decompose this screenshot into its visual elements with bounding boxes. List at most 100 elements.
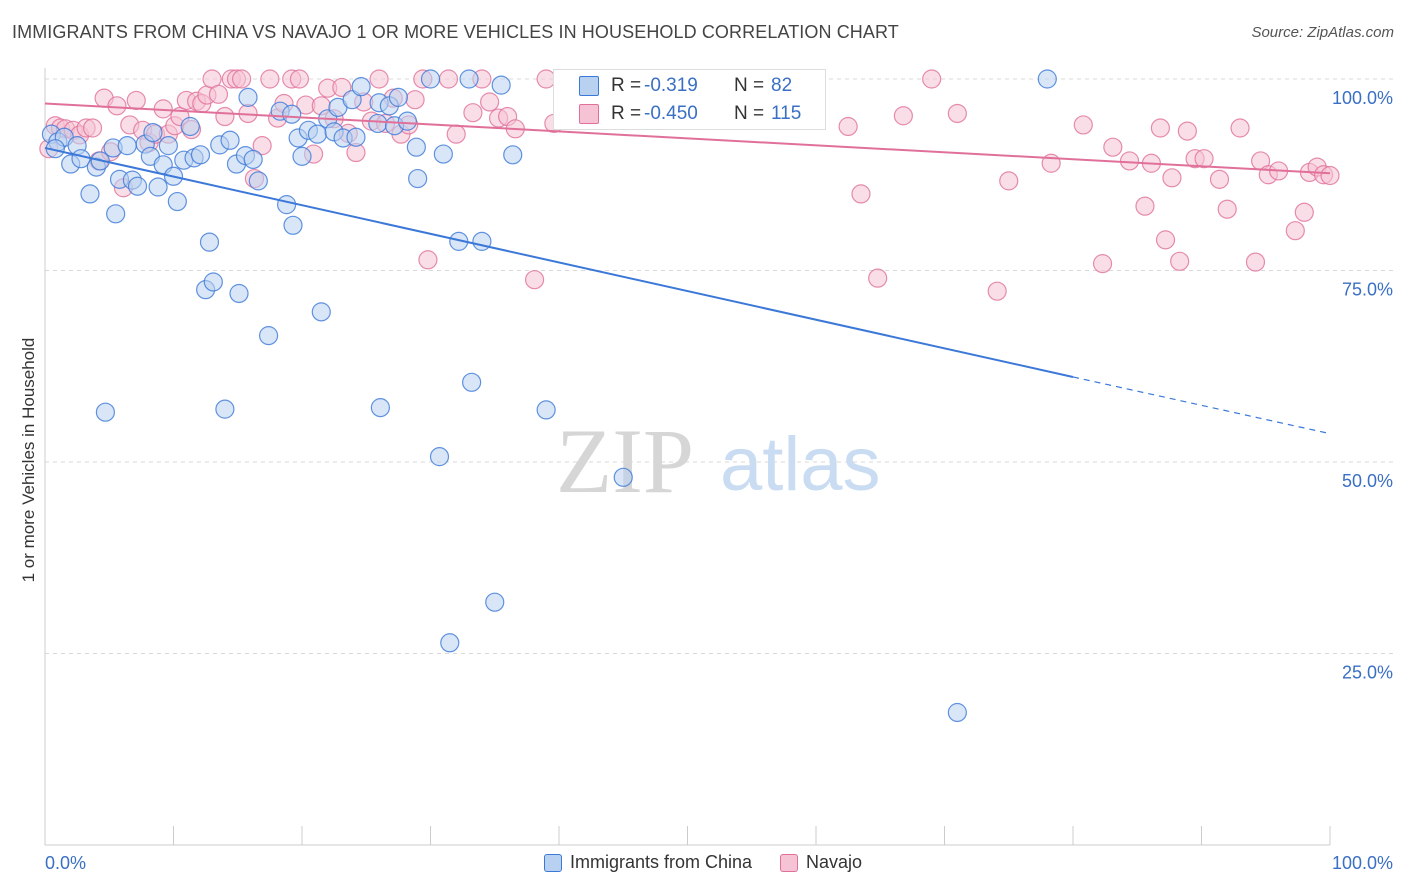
navajo-point-58 [418,250,438,270]
navajo-point-96 [1103,137,1123,157]
watermark-atlas: atlas [720,422,881,507]
china-point-74 [485,592,505,612]
china-point-23 [167,191,187,212]
china-point-75 [491,75,511,95]
navajo-point-98 [1135,196,1155,216]
navajo-point-46 [332,77,352,98]
china-point-72 [462,372,482,392]
china-point-15 [127,176,148,196]
navajo-point-107 [1209,169,1230,189]
china-point-48 [307,124,328,144]
china-point-18 [143,123,163,143]
china-stat-swatch [579,76,599,96]
china-point-33 [220,130,240,150]
china-point-54 [342,90,362,110]
navajo-point-85 [838,116,858,137]
navajo-stats-row: R = -0.450 N = 115 [554,100,825,128]
china-point-80 [1037,69,1057,89]
navajo-point-59 [438,69,459,89]
legend-label-navajo: Navajo [806,852,863,872]
navajo-point-94 [1073,115,1093,135]
watermark-zip: ZIP [556,410,694,512]
legend-item-navajo[interactable]: Navajo [780,852,862,873]
china-point-78 [613,467,633,487]
china-point-11 [106,204,126,224]
navajo-point-86 [851,184,871,204]
navajo-point-11 [107,96,127,116]
chart-title: IMMIGRANTS FROM CHINA VS NAVAJO 1 OR MOR… [12,22,899,42]
china-point-39 [248,171,268,191]
axes [44,68,1331,846]
china-point-32 [215,399,235,419]
china-point-66 [420,69,441,89]
china-point-64 [406,137,426,157]
navajo-point-29 [215,106,235,127]
china-point-40 [258,326,279,346]
tick-labels: 25.0% 50.0% 75.0% 100.0% 0.0% 100.0% [45,88,1393,873]
china-point-71 [459,69,479,89]
source-note: Source: ZipAtlas.com [1251,24,1394,41]
stats-legend-box: R = -0.319 N = 82 R = -0.450 N = 115 [553,69,826,130]
china-n-value: 82 [771,75,793,96]
navajo-r-label: R = [611,103,642,124]
china-point-68 [433,144,453,164]
china-point-43 [282,104,302,124]
china-point-49 [311,302,331,322]
y-tick-label-2: 75.0% [1342,280,1393,300]
navajo-point-35 [252,136,272,156]
china-point-6 [80,184,100,204]
china-point-44 [283,215,303,235]
navajo-point-108 [1217,199,1237,219]
china-point-29 [199,232,220,252]
legend-swatch-china [543,853,562,872]
y-tick-label-3: 100.0% [1332,88,1393,108]
navajo-point-60 [446,124,466,144]
y-tick-label-0: 25.0% [1342,663,1393,683]
china-point-56 [351,77,371,97]
china-point-46 [292,146,312,166]
legend-item-china[interactable]: Immigrants from China [543,852,752,873]
china-point-59 [370,398,390,418]
navajo-point-56 [405,90,425,110]
china-point-25 [180,116,200,137]
navajo-trend-line [44,102,1331,175]
navajo-point-104 [1177,121,1197,141]
china-r-value: -0.319 [644,75,698,96]
navajo-point-89 [922,69,942,89]
navajo-point-51 [369,69,389,89]
navajo-point-87 [868,268,888,288]
navajo-point-114 [1285,221,1305,241]
china-point-42 [276,195,297,215]
legend-swatch-navajo [780,853,799,872]
navajo-point-7 [82,118,103,138]
navajo-point-36 [260,69,280,89]
navajo-point-90 [947,103,967,124]
navajo-point-118 [1320,165,1340,186]
china-points [41,69,1057,723]
navajo-n-label: N = [734,103,765,124]
china-trend-line [44,146,1074,378]
y-tick-label-1: 50.0% [1342,471,1393,491]
navajo-point-110 [1245,252,1266,272]
navajo-point-32 [232,69,252,89]
navajo-r-value: -0.450 [644,103,698,124]
china-point-21 [158,136,178,156]
china-n-label: N = [734,75,765,96]
navajo-point-106 [1194,149,1214,169]
navajo-point-14 [126,90,146,111]
china-point-35 [229,283,249,304]
navajo-point-101 [1155,230,1176,250]
navajo-point-103 [1170,251,1190,271]
navajo-point-97 [1119,151,1140,171]
trend-lines [44,102,1331,435]
navajo-point-95 [1092,254,1113,274]
china-point-30 [203,272,223,292]
navajo-point-40 [289,69,310,89]
china-point-57 [368,113,388,134]
navajo-n-value: 115 [771,103,802,124]
china-point-55 [346,127,366,147]
china-stats-row: R = -0.319 N = 82 [554,72,825,100]
china-point-37 [238,87,258,107]
china-point-38 [243,149,263,170]
